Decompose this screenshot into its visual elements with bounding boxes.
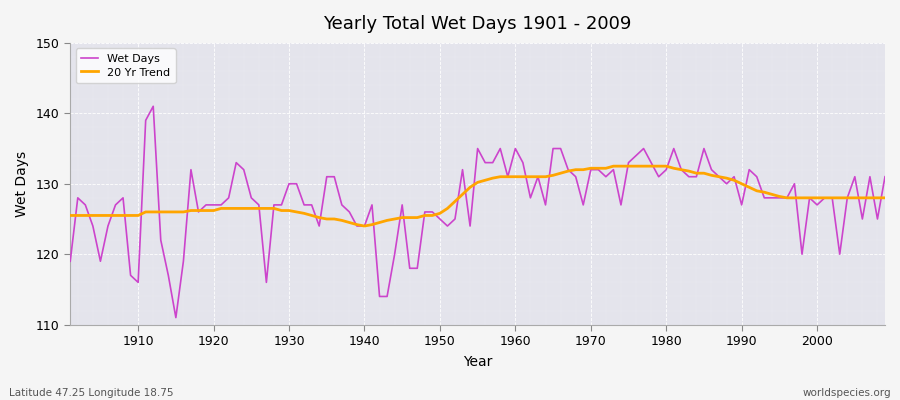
20 Yr Trend <box>337 218 347 223</box>
20 Yr Trend <box>510 174 521 179</box>
20 Yr Trend <box>608 164 619 168</box>
Line: 20 Yr Trend: 20 Yr Trend <box>70 166 885 226</box>
Y-axis label: Wet Days: Wet Days <box>15 151 29 217</box>
Legend: Wet Days, 20 Yr Trend: Wet Days, 20 Yr Trend <box>76 48 176 83</box>
X-axis label: Year: Year <box>463 355 492 369</box>
20 Yr Trend <box>65 213 76 218</box>
Text: worldspecies.org: worldspecies.org <box>803 388 891 398</box>
Wet Days <box>879 174 890 179</box>
Text: Latitude 47.25 Longitude 18.75: Latitude 47.25 Longitude 18.75 <box>9 388 174 398</box>
Title: Yearly Total Wet Days 1901 - 2009: Yearly Total Wet Days 1901 - 2009 <box>323 15 632 33</box>
Wet Days <box>518 160 528 165</box>
Wet Days <box>125 273 136 278</box>
Wet Days <box>148 104 158 109</box>
Line: Wet Days: Wet Days <box>70 106 885 318</box>
Wet Days <box>352 224 363 228</box>
20 Yr Trend <box>359 224 370 228</box>
20 Yr Trend <box>616 164 626 168</box>
20 Yr Trend <box>292 210 302 214</box>
Wet Days <box>65 259 76 264</box>
Wet Days <box>170 315 181 320</box>
20 Yr Trend <box>518 174 528 179</box>
Wet Days <box>616 202 626 207</box>
Wet Days <box>306 202 317 207</box>
20 Yr Trend <box>879 196 890 200</box>
20 Yr Trend <box>125 213 136 218</box>
Wet Days <box>525 196 535 200</box>
